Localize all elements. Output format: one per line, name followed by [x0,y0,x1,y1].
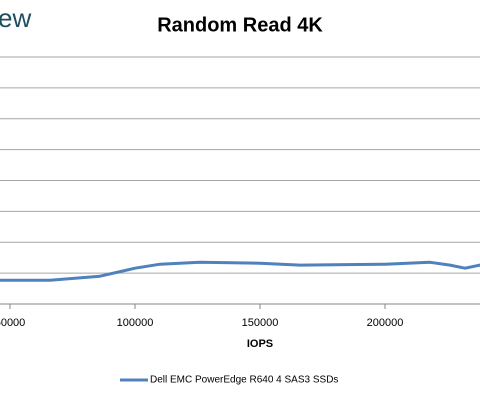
legend-label: Dell EMC PowerEdge R640 4 SAS3 SSDs [150,375,338,386]
x-axis-label: IOPS [247,338,273,350]
x-tick-label: 200000 [367,317,404,329]
x-tick-label: 150000 [242,317,279,329]
chart-title: Random Read 4K [157,14,323,36]
x-tick-label: 100000 [117,317,154,329]
logo: ew [0,3,31,33]
x-tick-label: 50000 [0,317,25,329]
data-line [0,260,480,282]
